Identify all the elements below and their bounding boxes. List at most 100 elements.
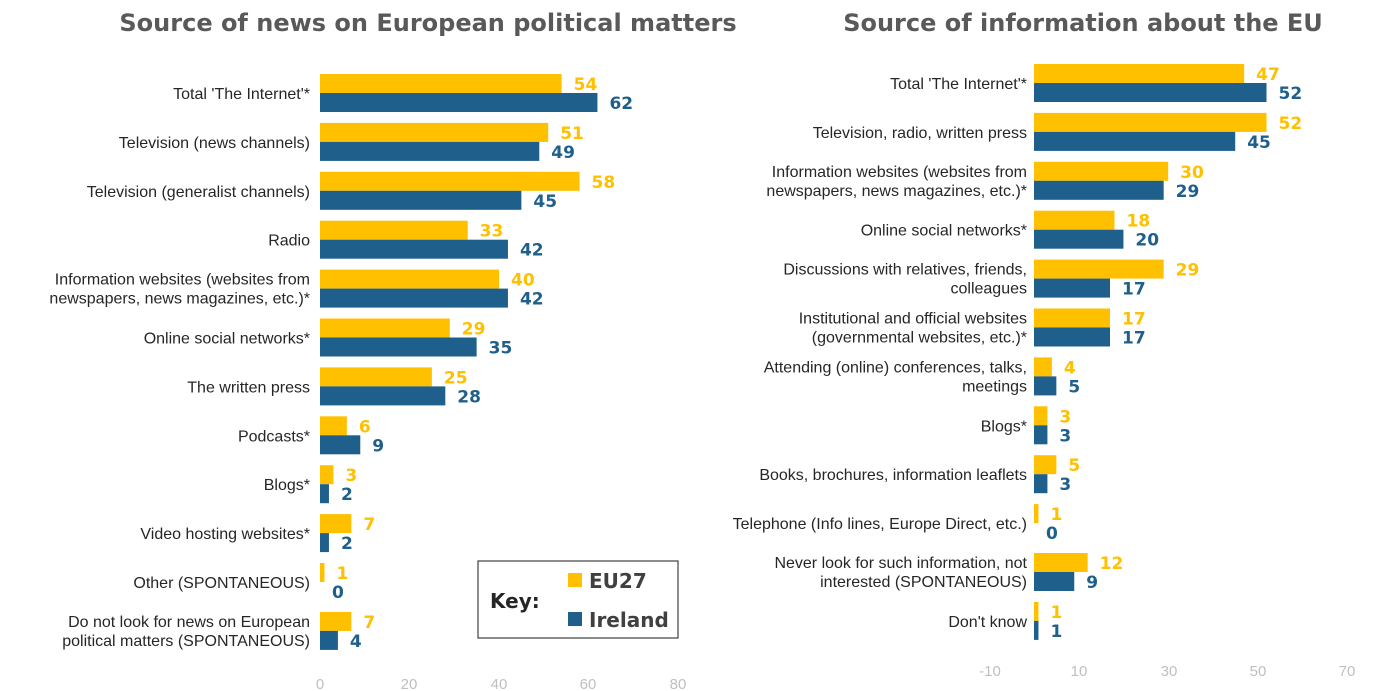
- right-category-label: Telephone (Info lines, Europe Direct, et…: [733, 516, 1027, 533]
- right-bar-ireland: [1034, 474, 1048, 494]
- right-bar-eu27: [1034, 455, 1057, 475]
- left-value-label-ireland: 4: [350, 632, 362, 652]
- left-value-label-eu27: 25: [444, 368, 468, 388]
- right-category-label: Attending (online) conferences, talks, me…: [764, 359, 1027, 395]
- left-bar-ireland: [320, 239, 508, 259]
- left-value-label-eu27: 7: [363, 613, 375, 633]
- right-x-tick-label: 50: [1250, 663, 1267, 680]
- right-x-tick-label: 30: [1161, 663, 1178, 680]
- right-bar-eu27: [1034, 504, 1039, 524]
- right-bar-ireland: [1034, 229, 1124, 249]
- left-bar-eu27: [320, 367, 432, 387]
- left-category-label: Other (SPONTANEOUS): [133, 575, 310, 592]
- left-value-label-eu27: 1: [336, 564, 348, 584]
- right-value-label-eu27: 30: [1180, 163, 1204, 183]
- right-value-label-eu27: 29: [1176, 261, 1200, 281]
- right-value-label-eu27: 5: [1068, 456, 1080, 476]
- left-x-tick-label: 80: [670, 676, 687, 691]
- left-bar-ireland: [320, 630, 338, 650]
- left-value-label-ireland: 2: [341, 485, 353, 505]
- right-value-label-eu27: 17: [1122, 310, 1146, 330]
- left-bar-ireland: [320, 93, 598, 112]
- right-value-label-eu27: 52: [1279, 114, 1303, 134]
- right-x-tick-label: 70: [1339, 663, 1356, 680]
- left-bar-eu27: [320, 220, 468, 240]
- right-bar-eu27: [1034, 64, 1245, 83]
- left-value-label-eu27: 3: [345, 466, 357, 486]
- right-category-label: Institutional and official websites (gove…: [799, 311, 1027, 347]
- left-bar-ireland: [320, 288, 508, 308]
- right-bar-ireland: [1034, 278, 1111, 298]
- right-bar-ireland: [1034, 376, 1057, 396]
- legend-box: Key: EU27 Ireland: [477, 560, 679, 639]
- legend-swatch-eu27: [568, 573, 582, 587]
- left-category-label: Television (news channels): [119, 135, 310, 152]
- left-bar-eu27: [320, 74, 562, 93]
- right-category-label: Television, radio, written press: [813, 125, 1027, 142]
- left-bar-eu27: [320, 416, 347, 436]
- right-bar-ireland: [1034, 131, 1236, 151]
- chart-left: Total 'The Internet'* 54 6 2 Television (new…: [49, 74, 686, 691]
- right-value-label-ireland: 17: [1122, 280, 1146, 300]
- left-value-label-ireland: 0: [332, 583, 344, 603]
- left-value-label-eu27: 33: [480, 222, 504, 242]
- left-value-label-eu27: 7: [363, 515, 375, 535]
- left-category-label: Total 'The Internet'*: [173, 86, 310, 103]
- left-x-tick-label: 0: [316, 676, 324, 691]
- right-category-label: Don't know: [948, 614, 1027, 631]
- left-bar-eu27: [320, 465, 334, 485]
- left-value-label-eu27: 54: [574, 75, 598, 95]
- right-bar-ireland: [1034, 572, 1075, 591]
- left-bar-eu27: [320, 122, 549, 142]
- left-category-label: Blogs*: [264, 477, 310, 494]
- right-category-label: Total 'The Internet'*: [890, 76, 1027, 93]
- right-bar-eu27: [1034, 357, 1052, 377]
- left-value-label-ireland: 42: [520, 241, 544, 261]
- left-bar-eu27: [320, 611, 352, 631]
- legend-label-eu27: EU27: [589, 569, 647, 593]
- right-value-label-ireland: 45: [1247, 133, 1271, 153]
- left-value-label-eu27: 6: [359, 417, 371, 437]
- left-value-label-eu27: 29: [462, 320, 486, 340]
- right-bar-eu27: [1034, 308, 1111, 328]
- right-value-label-eu27: 1: [1050, 505, 1062, 525]
- left-category-label: Video hosting websites*: [140, 526, 310, 543]
- right-value-label-eu27: 1: [1050, 603, 1062, 623]
- left-category-label: The written press: [187, 379, 310, 396]
- right-bar-eu27: [1034, 161, 1169, 181]
- left-value-label-ireland: 42: [520, 290, 544, 310]
- left-bar-ireland: [320, 435, 361, 455]
- right-category-label: Books, brochures, information leaflets: [759, 467, 1027, 484]
- left-category-label: Do not look for news on European politica…: [62, 614, 310, 650]
- right-value-label-eu27: 12: [1100, 554, 1124, 574]
- right-bar-eu27: [1034, 210, 1115, 230]
- legend-key-title: Key:: [490, 589, 540, 613]
- left-bar-ireland: [320, 337, 477, 357]
- left-bar-eu27: [320, 563, 325, 582]
- right-value-label-ireland: 0: [1046, 524, 1058, 544]
- right-bar-eu27: [1034, 601, 1039, 621]
- right-value-label-eu27: 3: [1059, 407, 1071, 427]
- right-bar-ireland: [1034, 327, 1111, 347]
- left-bar-ireland: [320, 484, 329, 504]
- chart-title-right: Source of information about the EU: [843, 9, 1323, 37]
- right-bar-eu27: [1034, 553, 1088, 572]
- left-bar-ireland: [320, 190, 522, 210]
- left-value-label-ireland: 2: [341, 534, 353, 554]
- right-value-label-ireland: 1: [1050, 622, 1062, 642]
- left-value-label-eu27: 51: [560, 124, 584, 144]
- left-x-tick-label: 60: [580, 676, 597, 691]
- left-value-label-eu27: 40: [511, 271, 535, 291]
- left-bar-eu27: [320, 514, 352, 534]
- left-value-label-ireland: 49: [551, 143, 575, 163]
- right-value-label-ireland: 52: [1279, 84, 1303, 104]
- left-category-label: Information websites (websites from newsp…: [49, 272, 310, 308]
- left-category-label: Television (generalist channels): [87, 184, 310, 201]
- right-value-label-ireland: 3: [1059, 475, 1071, 495]
- left-category-label: Podcasts*: [238, 428, 310, 445]
- right-value-label-ireland: 3: [1059, 426, 1071, 446]
- right-bar-eu27: [1034, 259, 1164, 279]
- right-bar-eu27: [1034, 406, 1048, 426]
